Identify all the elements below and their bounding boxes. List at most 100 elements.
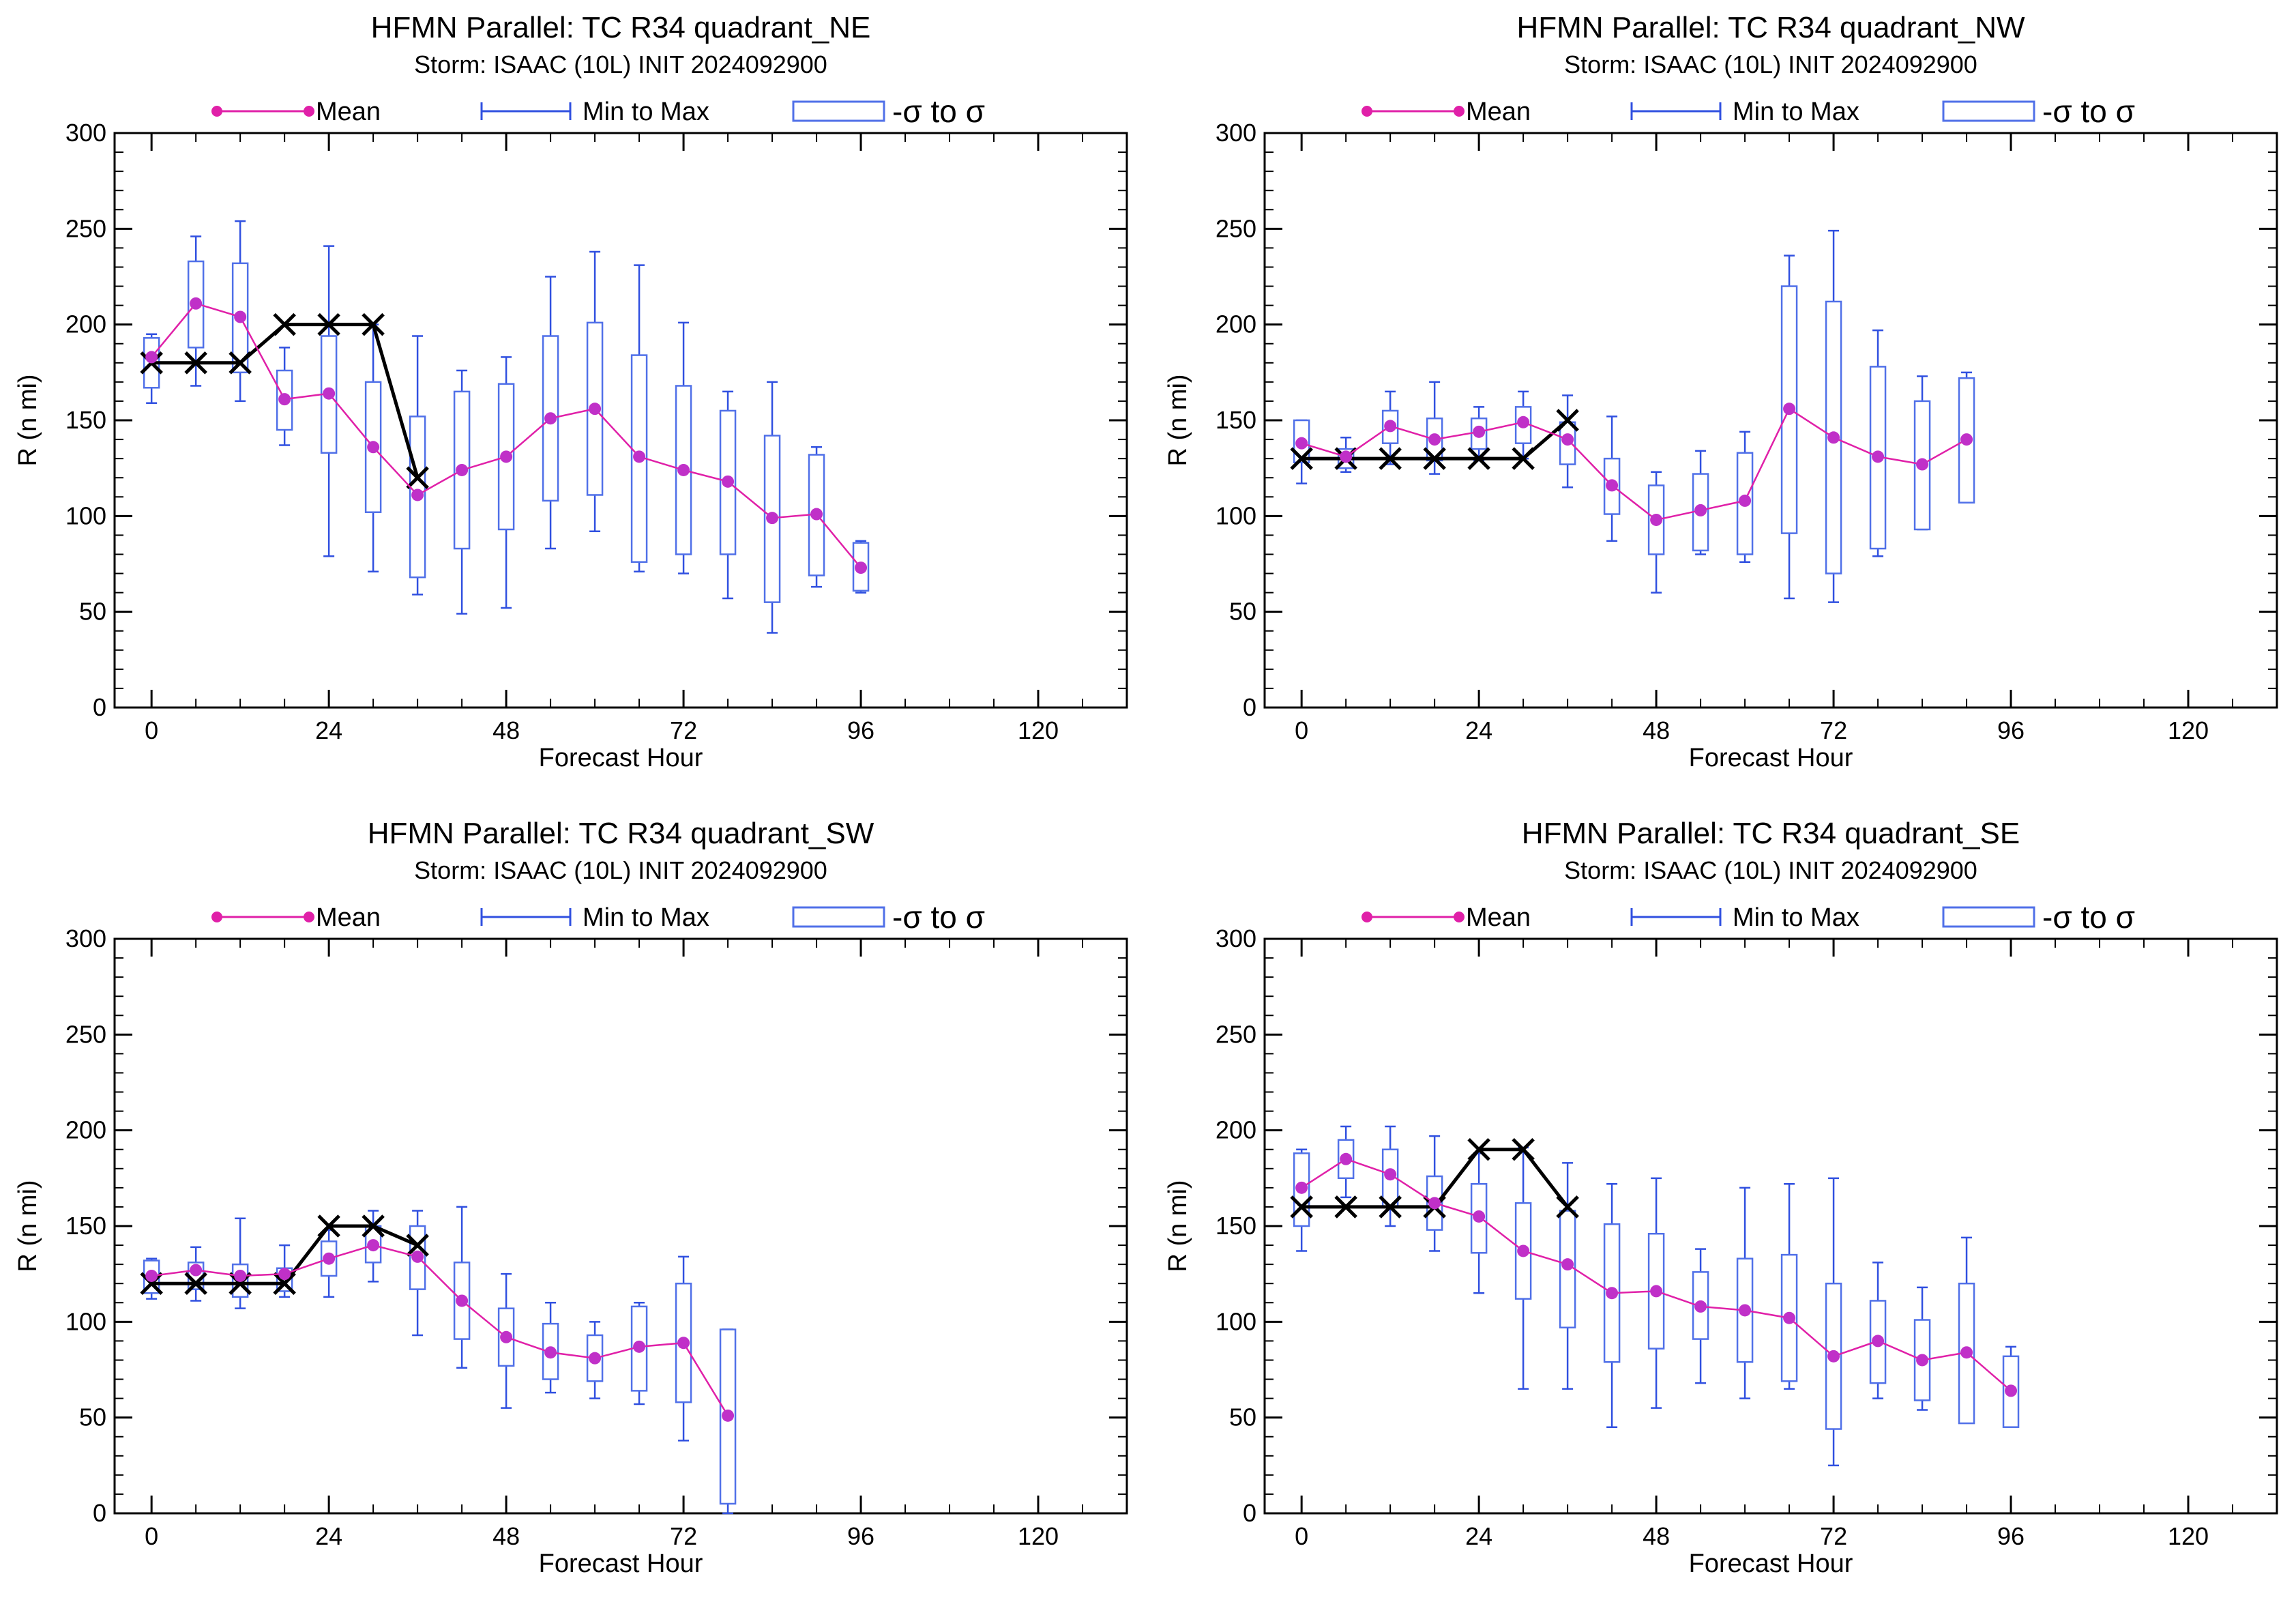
legend-range-label: Min to Max xyxy=(1733,98,1859,126)
best-track-marker xyxy=(1379,1195,1402,1219)
best-track-marker xyxy=(317,312,340,336)
mean-marker xyxy=(278,393,291,406)
x-tick-label: 120 xyxy=(1018,716,1059,744)
legend-sigma-box xyxy=(1942,906,2035,928)
best-track-marker xyxy=(362,312,385,336)
mean-marker xyxy=(1650,1285,1663,1298)
legend: Mean Min to Max -σ to σ xyxy=(211,899,985,935)
mean-marker xyxy=(323,1252,336,1265)
best-track-marker xyxy=(1556,1195,1579,1219)
y-tick-label: 250 xyxy=(1216,1020,1256,1048)
mean-marker xyxy=(411,489,424,501)
best-track-marker xyxy=(273,312,296,336)
y-tick-label: 100 xyxy=(65,1307,106,1335)
mean-marker xyxy=(1295,1181,1308,1194)
y-tick-label: 100 xyxy=(1216,501,1256,529)
mean-marker xyxy=(1517,1244,1530,1257)
mean-marker xyxy=(855,562,868,574)
x-tick-label: 48 xyxy=(492,1522,520,1550)
legend-mean-marker xyxy=(1454,912,1465,922)
y-tick-label: 250 xyxy=(1216,214,1256,242)
mean-marker xyxy=(633,450,646,463)
y-tick-label: 250 xyxy=(65,214,106,242)
legend: Mean Min to Max -σ to σ xyxy=(1362,93,2135,129)
mean-marker xyxy=(544,412,557,425)
mean-marker xyxy=(500,450,513,463)
best-track-marker xyxy=(406,1234,429,1257)
x-axis-label: Forecast Hour xyxy=(539,1549,703,1578)
chart-title: HFMN Parallel: TC R34 quadrant_NE xyxy=(371,11,871,44)
y-axis-label: R (n mi) xyxy=(1164,374,1192,466)
mean-marker xyxy=(367,441,380,454)
y-tick-label: 300 xyxy=(65,119,106,147)
best-track-marker xyxy=(362,1214,385,1238)
x-tick-label: 120 xyxy=(2168,1522,2209,1550)
legend-mean-marker xyxy=(211,912,222,922)
mean-marker xyxy=(1872,1335,1885,1348)
mean-marker xyxy=(677,463,690,476)
y-tick-label: 150 xyxy=(65,406,106,434)
mean-marker xyxy=(589,403,602,416)
mean-marker xyxy=(1384,420,1397,433)
y-tick-label: 0 xyxy=(93,1499,106,1527)
legend-mean-marker xyxy=(304,106,314,117)
y-tick-label: 0 xyxy=(1243,1499,1256,1527)
x-axis-label: Forecast Hour xyxy=(539,744,703,772)
x-tick-label: 24 xyxy=(315,1522,342,1550)
mean-marker xyxy=(1827,1350,1840,1363)
x-tick-label: 96 xyxy=(847,1522,874,1550)
chart-subtitle: Storm: ISAAC (10L) INIT 2024092900 xyxy=(414,50,827,78)
chart-subtitle: Storm: ISAAC (10L) INIT 2024092900 xyxy=(1564,856,1977,884)
mean-marker xyxy=(234,310,247,323)
best-track-marker xyxy=(1290,1195,1313,1219)
x-tick-label: 120 xyxy=(1018,1522,1059,1550)
best-track-marker xyxy=(273,1272,296,1295)
mean-marker xyxy=(1428,1197,1441,1210)
x-tick-label: 24 xyxy=(1465,716,1492,744)
mean-marker xyxy=(766,512,779,525)
best-track-marker xyxy=(317,1214,340,1238)
forecast-hour-0 xyxy=(143,333,160,404)
x-tick-label: 0 xyxy=(1295,1522,1308,1550)
legend-sigma-label: -σ to σ xyxy=(892,899,985,935)
y-tick-label: 250 xyxy=(65,1020,106,1048)
y-axis-label: R (n mi) xyxy=(1164,1180,1192,1272)
mean-line xyxy=(1301,407,1967,521)
y-tick-label: 50 xyxy=(79,1403,106,1431)
best-track-marker xyxy=(1556,409,1579,432)
y-tick-label: 100 xyxy=(65,501,106,529)
chart-subtitle: Storm: ISAAC (10L) INIT 2024092900 xyxy=(414,856,827,884)
x-tick-label: 48 xyxy=(1643,716,1670,744)
legend: Mean Min to Max -σ to σ xyxy=(1362,899,2135,935)
y-tick-label: 50 xyxy=(1229,598,1256,626)
y-tick-label: 300 xyxy=(65,924,106,952)
y-tick-label: 200 xyxy=(65,310,106,338)
mean-marker xyxy=(1960,433,1973,446)
x-tick-label: 72 xyxy=(1820,716,1847,744)
mean-marker xyxy=(1916,1354,1929,1367)
mean-marker xyxy=(1872,450,1885,463)
x-tick-label: 120 xyxy=(2168,716,2209,744)
mean-marker xyxy=(1783,403,1796,416)
x-tick-label: 0 xyxy=(145,716,158,744)
legend-sigma-box xyxy=(1942,100,2035,122)
y-axis-label: R (n mi) xyxy=(14,374,42,466)
legend-sigma-box xyxy=(792,906,885,928)
mean-marker xyxy=(456,1294,469,1307)
x-tick-label: 96 xyxy=(1997,1522,2025,1550)
best-track-marker xyxy=(184,1272,207,1295)
x-tick-label: 48 xyxy=(492,716,520,744)
y-axis-label: R (n mi) xyxy=(14,1180,42,1272)
x-tick-label: 72 xyxy=(670,1522,697,1550)
y-tick-label: 0 xyxy=(1243,693,1256,721)
y-tick-label: 150 xyxy=(1216,1212,1256,1240)
best-track-marker xyxy=(1467,1137,1490,1161)
mean-marker xyxy=(1517,416,1530,428)
mean-marker xyxy=(1295,437,1308,450)
mean-marker xyxy=(1428,433,1441,446)
mean-marker xyxy=(2005,1384,2018,1397)
x-tick-label: 0 xyxy=(145,1522,158,1550)
mean-marker xyxy=(722,1409,735,1422)
x-tick-label: 24 xyxy=(315,716,342,744)
